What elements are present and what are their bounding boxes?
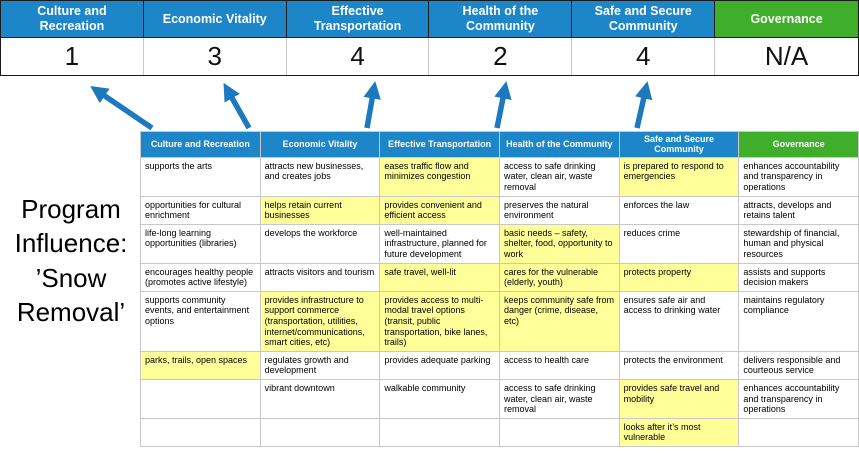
- matrix-header-culture-recreation: Culture and Recreation: [141, 132, 260, 157]
- matrix-cell-r6-c3: provides adequate parking: [380, 351, 499, 380]
- matrix-cell-r7-c3: walkable community: [380, 380, 499, 418]
- matrix-cell-r2-c3: provides convenient and efficient access: [380, 196, 499, 224]
- matrix-cell-r1-c5: is prepared to respond to emergencies: [619, 157, 739, 196]
- arrow-safe-secure-community: [634, 81, 653, 129]
- matrix-cell-r6-c5: protects the environment: [619, 351, 739, 380]
- matrix-cell-r3-c5: reduces crime: [619, 224, 739, 263]
- pillar-score-governance: N/A: [715, 38, 858, 75]
- pillar-header-safe-secure-community: Safe and Secure Community: [572, 1, 716, 37]
- matrix-cell-r5-c2: provides infrastructure to support comme…: [260, 291, 380, 351]
- matrix-cell-r2-c1: opportunities for cultural enrichment: [141, 196, 260, 224]
- matrix-cell-r2-c2: helps retain current businesses: [260, 196, 380, 224]
- score-band: Culture and Recreation Economic Vitality…: [0, 0, 859, 76]
- matrix-cell-r7-c1: [141, 380, 260, 418]
- matrix-cell-r2-c6: attracts, develops and retains talent: [739, 196, 858, 224]
- score-band-headers: Culture and Recreation Economic Vitality…: [1, 1, 858, 37]
- matrix-cell-r3-c3: well-maintained infrastructure, planned …: [380, 224, 499, 263]
- matrix-header-health-community: Health of the Community: [499, 132, 619, 157]
- matrix-cell-r3-c1: life-long learning opportunities (librar…: [141, 224, 260, 263]
- arrow-health-community: [494, 81, 512, 129]
- pillar-header-culture-recreation: Culture and Recreation: [1, 1, 144, 37]
- matrix-cell-r6-c6: delivers responsible and courteous servi…: [739, 351, 858, 380]
- arrow-effective-transportation: [363, 81, 381, 129]
- matrix-cell-r1-c4: access to safe drinking water, clean air…: [499, 157, 619, 196]
- matrix-cell-r4-c5: protects property: [619, 263, 739, 291]
- matrix-cell-r8-c3: [380, 418, 499, 447]
- matrix-cell-r5-c3: provides access to multi-modal travel op…: [380, 291, 499, 351]
- matrix-cell-r4-c6: assists and supports decision makers: [739, 263, 858, 291]
- matrix-cell-r5-c5: ensures safe air and access to drinking …: [619, 291, 739, 351]
- matrix-cell-r8-c6: [739, 418, 858, 447]
- matrix-cell-r4-c3: safe travel, well-lit: [380, 263, 499, 291]
- arrow-economic-vitality: [223, 82, 252, 130]
- matrix-grid: Culture and Recreation Economic Vitality…: [140, 131, 859, 448]
- pillar-score-health-community: 2: [429, 38, 573, 75]
- matrix-cell-r4-c1: encourages healthy people (promotes acti…: [141, 263, 260, 291]
- matrix-header-economic-vitality: Economic Vitality: [260, 132, 380, 157]
- matrix-cell-r3-c6: stewardship of financial, human and phys…: [739, 224, 858, 263]
- pillar-header-economic-vitality: Economic Vitality: [143, 1, 287, 37]
- matrix-cell-r5-c6: maintains regulatory compliance: [739, 291, 858, 351]
- matrix-cell-r8-c5: looks after it’s most vulnerable: [619, 418, 739, 447]
- matrix-cell-r3-c2: develops the workforce: [260, 224, 380, 263]
- matrix-cell-r1-c6: enhances accountability and transparency…: [739, 157, 858, 196]
- matrix-cell-r7-c5: provides safe travel and mobility: [619, 380, 739, 418]
- matrix-header-effective-transportation: Effective Transportation: [380, 132, 499, 157]
- matrix-cell-r5-c4: keeps community safe from danger (crime,…: [499, 291, 619, 351]
- matrix-cell-r4-c4: cares for the vulnerable (elderly, youth…: [499, 263, 619, 291]
- matrix-cell-r2-c4: preserves the natural environment: [499, 196, 619, 224]
- matrix-cell-r7-c2: vibrant downtown: [260, 380, 380, 418]
- pillar-score-safe-secure-community: 4: [572, 38, 716, 75]
- arrow-culture-recreation: [90, 86, 154, 131]
- score-band-values: 1 3 4 2 4 N/A: [1, 37, 858, 75]
- pillar-header-effective-transportation: Effective Transportation: [286, 1, 430, 37]
- matrix-cell-r6-c2: regulates growth and development: [260, 351, 380, 380]
- matrix-cell-r1-c3: eases traffic flow and minimizes congest…: [380, 157, 499, 196]
- pillar-score-culture-recreation: 1: [1, 38, 144, 75]
- pillar-score-economic-vitality: 3: [143, 38, 287, 75]
- pillar-header-governance: Governance: [715, 1, 858, 37]
- matrix-cell-r1-c2: attracts new businesses, and creates job…: [260, 157, 380, 196]
- pillar-header-health-community: Health of the Community: [429, 1, 573, 37]
- matrix-cell-r4-c2: attracts visitors and tourism: [260, 263, 380, 291]
- matrix-cell-r3-c4: basic needs – safety, shelter, food, opp…: [499, 224, 619, 263]
- matrix-cell-r7-c4: access to safe drinking water, clean air…: [499, 380, 619, 418]
- matrix-cell-r2-c5: enforces the law: [619, 196, 739, 224]
- matrix-cell-r1-c1: supports the arts: [141, 157, 260, 196]
- matrix-cell-r8-c2: [260, 418, 380, 447]
- matrix-cell-r5-c1: supports community events, and entertain…: [141, 291, 260, 351]
- matrix-cell-r7-c6: enhances accountability and transparency…: [739, 380, 858, 418]
- pillar-score-effective-transportation: 4: [286, 38, 430, 75]
- matrix-cell-r8-c4: [499, 418, 619, 447]
- matrix-header-governance: Governance: [739, 132, 858, 157]
- program-influence-title: Program Influence: ’Snow Removal’: [14, 194, 128, 327]
- matrix-table: Culture and Recreation Economic Vitality…: [140, 131, 859, 448]
- matrix-cell-r8-c1: [141, 418, 260, 447]
- influence-arrows: [90, 81, 653, 131]
- matrix-cell-r6-c4: access to health care: [499, 351, 619, 380]
- matrix-cell-r6-c1: parks, trails, open spaces: [141, 351, 260, 380]
- matrix-header-safe-secure-community: Safe and Secure Community: [619, 132, 739, 157]
